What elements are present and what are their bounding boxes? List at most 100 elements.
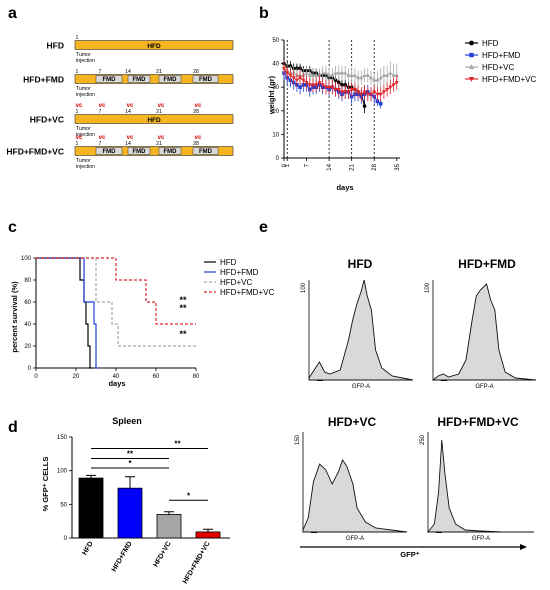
b-point [372,77,377,82]
b-point [295,66,299,71]
schedule-bar-label: HFD [147,117,161,124]
e-xlabel: GFP-A [475,384,493,390]
b-point [359,75,364,80]
panel-letter-a: a [8,5,17,22]
b-point [304,80,309,85]
fmd-label: FMD [199,77,213,83]
schedule-row-label: HFD [47,41,64,51]
b-legend-marker [469,40,474,46]
schedule-row-label: HFD+FMD [23,75,64,85]
injection-label: injection [76,132,95,138]
c-significance: ** [179,295,187,305]
injection-label: injection [76,92,95,98]
b-point [365,92,370,97]
e-xlabel: GFP-A [472,536,490,542]
c-ylabel: percent survival (%) [10,281,19,353]
b-point [327,85,332,90]
day-tick-label: 21 [156,69,162,75]
c-xlabel: days [108,379,125,388]
c-ytick-label: 20 [24,344,31,350]
b-point [298,66,302,71]
b-point [378,75,383,80]
c-legend-label: HFD [220,258,237,267]
e-gfp-arrow-head [520,544,527,550]
b-point [333,88,338,92]
b-point [336,70,341,75]
e-ytick-label: 100 [301,282,307,293]
b-point [298,76,303,80]
b-xtick-label: 0 [282,163,288,167]
b-point [369,75,373,80]
c-xtick-label: 0 [34,374,38,380]
panel-c-survival-chart: percent survival (%) days 0 20 40 60 80 100 0 2… [10,256,274,388]
b-point [314,83,319,88]
b-point [294,78,299,83]
d-significance-label: * [128,459,132,468]
day-tick-label: 14 [125,109,131,115]
d-bar [156,514,182,539]
b-point [340,90,344,95]
fmd-label: FMD [133,77,147,83]
d-ytick-label: 50 [60,502,67,508]
c-legend-label: HFD+VC [220,278,252,287]
b-point [388,70,393,75]
b-ytick-label: 20 [272,109,279,115]
b-point [314,73,319,77]
day-tick-label: 14 [125,69,131,75]
d-bar [195,531,221,539]
panel-letter-b: b [259,5,269,22]
day-tick-label: 28 [193,69,199,75]
e-title-4: HFD+FMD+VC [437,415,519,429]
c-significance: ** [179,329,187,339]
fmd-box [192,75,219,83]
b-point [320,70,325,75]
b-point [352,73,357,77]
c-ytick-label: 60 [24,300,31,306]
panel-letter-d: d [8,419,18,436]
fmd-box [158,147,182,155]
d-bar [117,487,143,539]
vc-marker: vc [127,135,134,141]
e-histogram [427,439,534,533]
d-category-label: HFD+VC [153,541,173,569]
d-title: Spleen [112,416,142,426]
d-significance-label: ** [127,450,134,459]
b-point [307,83,312,88]
b-point [346,73,351,77]
d-category-label: HFD [81,541,94,557]
b-point [375,92,380,97]
d-significance-label: * [187,491,191,500]
tumor-label: Tumor [76,126,91,132]
b-xtick-label: 1 [285,163,291,167]
b-point [362,90,367,95]
c-legend-label: HFD+FMD+VC [220,288,274,297]
tumor-label: Tumor [76,52,91,58]
b-point [285,71,290,76]
b-point [317,73,322,77]
b-point [375,77,380,82]
b-point [372,90,377,95]
b-point [288,73,293,78]
day-tick-label: 28 [193,109,199,115]
d-ylabel: % GFP⁺ CELLS [41,457,50,512]
fmd-label: FMD [164,149,178,155]
b-series-line [283,68,398,95]
b-point [346,90,351,95]
b-point [317,80,322,85]
b-point [385,73,390,77]
b-point [352,88,357,92]
e-title-1: HFD [348,257,373,271]
b-legend-marker [469,52,474,58]
e-ytick-label: 250 [420,434,426,445]
b-ylabel: weight (gr) [267,75,276,115]
d-ytick-label: 150 [57,435,68,441]
b-point [349,88,354,92]
schedule-bar [74,146,234,156]
fmd-box [127,75,151,83]
day-tick-label: 14 [125,141,131,147]
fmd-label: FMD [164,77,178,83]
schedule-bar [74,114,234,124]
b-point [362,104,367,108]
